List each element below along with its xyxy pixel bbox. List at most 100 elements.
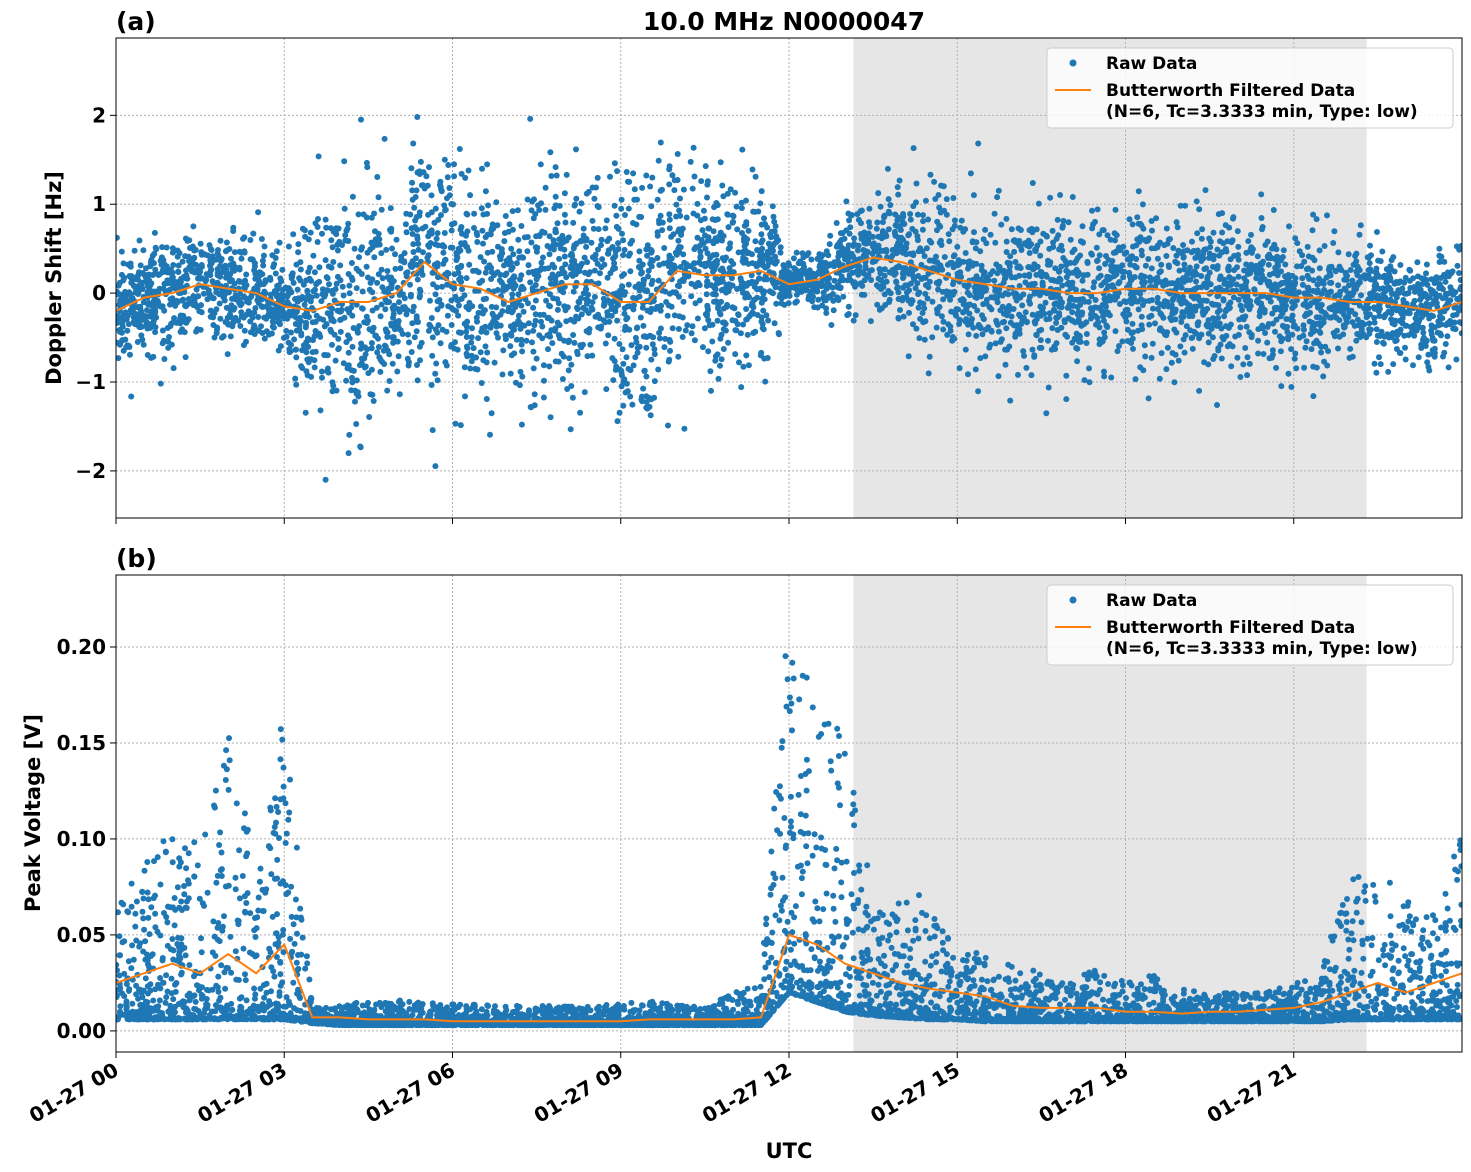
- raw-data-point: [433, 235, 440, 242]
- raw-data-point: [649, 174, 656, 181]
- raw-data-point: [477, 303, 484, 310]
- raw-data-point: [345, 450, 352, 457]
- raw-data-point: [328, 237, 335, 244]
- raw-data-point: [314, 239, 321, 245]
- raw-data-point: [1170, 245, 1177, 251]
- raw-data-point: [190, 293, 197, 300]
- raw-data-point: [920, 218, 927, 225]
- raw-data-point: [448, 297, 455, 304]
- raw-data-point: [571, 339, 578, 346]
- raw-data-point: [921, 305, 928, 312]
- raw-data-point: [1196, 387, 1203, 394]
- raw-data-point: [1365, 305, 1372, 312]
- raw-data-point: [1065, 315, 1072, 322]
- raw-data-point: [512, 304, 519, 311]
- raw-data-point: [329, 244, 336, 251]
- raw-data-point: [706, 322, 713, 329]
- raw-data-point: [896, 177, 903, 184]
- raw-data-point: [531, 196, 537, 203]
- raw-data-point: [161, 307, 168, 314]
- raw-data-point: [611, 160, 618, 167]
- raw-data-point: [377, 313, 384, 320]
- raw-data-point: [1172, 351, 1179, 358]
- raw-data-point: [740, 235, 747, 242]
- raw-data-point: [396, 391, 403, 398]
- raw-data-point: [676, 226, 683, 233]
- raw-data-point: [773, 239, 780, 246]
- raw-data-point: [656, 262, 663, 268]
- raw-data-point: [887, 290, 894, 297]
- raw-data-point: [907, 216, 914, 223]
- raw-data-point: [219, 334, 225, 341]
- raw-data-point: [1289, 331, 1296, 338]
- raw-data-point: [288, 329, 294, 336]
- raw-data-point: [529, 268, 536, 275]
- raw-data-point: [1310, 393, 1317, 400]
- raw-data-point: [256, 272, 263, 279]
- raw-data-point: [321, 293, 328, 300]
- raw-data-point: [1440, 353, 1446, 360]
- raw-data-point: [350, 325, 357, 331]
- raw-data-point: [341, 158, 348, 165]
- raw-data-point: [122, 309, 129, 316]
- raw-data-point: [1397, 262, 1404, 268]
- raw-data-point: [684, 322, 691, 329]
- raw-data-point: [373, 241, 380, 248]
- raw-data-point: [1402, 274, 1409, 281]
- raw-data-point: [344, 306, 351, 313]
- raw-data-point: [924, 295, 931, 302]
- raw-data-point: [566, 337, 572, 344]
- raw-data-point: [568, 383, 575, 389]
- raw-data-point: [950, 281, 956, 288]
- raw-data-point: [698, 261, 705, 268]
- raw-data-point: [1154, 255, 1161, 262]
- raw-data-point: [759, 237, 766, 244]
- raw-data-point: [128, 279, 135, 286]
- raw-data-point: [1264, 324, 1271, 330]
- raw-data-point: [127, 351, 133, 358]
- raw-data-point: [1012, 259, 1019, 265]
- raw-data-point: [713, 251, 720, 258]
- raw-data-point: [1288, 317, 1295, 324]
- raw-data-point: [478, 328, 485, 335]
- raw-data-point: [319, 230, 325, 237]
- raw-data-point: [1057, 192, 1064, 198]
- raw-data-point: [128, 393, 135, 400]
- raw-data-point: [1089, 225, 1096, 232]
- raw-data-point: [1292, 235, 1299, 242]
- raw-data-point: [923, 245, 930, 252]
- raw-data-point: [649, 341, 656, 348]
- raw-data-point: [314, 280, 321, 286]
- raw-data-point: [484, 161, 491, 168]
- raw-data-point: [1356, 231, 1363, 238]
- raw-data-point: [1402, 344, 1408, 351]
- raw-data-point: [1043, 410, 1050, 417]
- raw-data-point: [1266, 280, 1273, 287]
- raw-data-point: [1436, 292, 1443, 299]
- raw-data-point: [1194, 247, 1201, 254]
- raw-data-point: [484, 231, 491, 238]
- raw-data-point: [742, 256, 749, 263]
- raw-data-point: [840, 293, 847, 300]
- raw-data-point: [310, 252, 317, 259]
- raw-data-point: [558, 270, 565, 277]
- raw-data-point: [1415, 273, 1421, 280]
- raw-data-point: [393, 236, 400, 243]
- raw-data-point: [730, 260, 737, 267]
- raw-data-point: [182, 303, 189, 310]
- raw-data-point: [1161, 298, 1168, 305]
- raw-data-point: [696, 297, 703, 304]
- raw-data-point: [1081, 298, 1088, 305]
- raw-data-point: [1055, 232, 1062, 239]
- raw-data-point: [1202, 187, 1209, 194]
- raw-data-point: [353, 285, 360, 292]
- raw-data-point: [950, 264, 957, 271]
- raw-data-point: [567, 426, 574, 433]
- raw-data-point: [411, 204, 418, 211]
- raw-data-point: [1063, 372, 1070, 379]
- raw-data-point: [1282, 273, 1288, 280]
- raw-data-point: [815, 296, 822, 303]
- raw-data-point: [878, 235, 885, 242]
- raw-data-point: [1031, 265, 1037, 272]
- raw-data-point: [1060, 217, 1067, 224]
